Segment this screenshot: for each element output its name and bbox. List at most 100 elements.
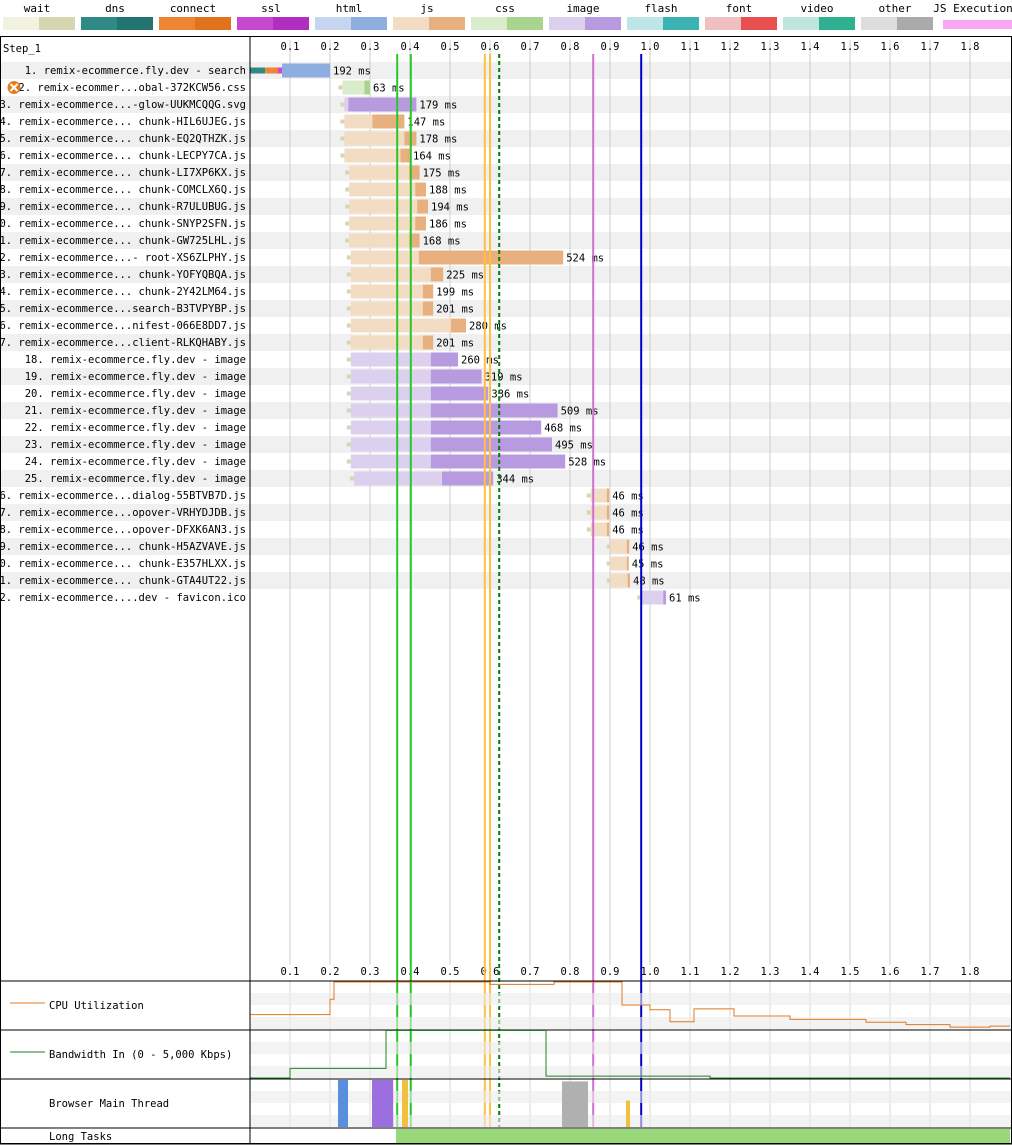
- request-label: 11. remix-ecommerce... chunk-GW725LHL.js: [0, 235, 246, 247]
- ttfb-segment: [344, 114, 373, 129]
- label-bg: [0, 317, 250, 334]
- legend-swatch-html-dark: [351, 17, 387, 30]
- download-segment: [606, 488, 610, 503]
- ttfb-segment: [350, 267, 431, 282]
- row-bg: [0, 96, 1012, 113]
- request-label: 16. remix-ecommerce...nifest-066E8DD7.js: [0, 320, 246, 332]
- download-segment: [430, 386, 489, 401]
- download-segment: [422, 301, 434, 316]
- row-bg: [0, 470, 1012, 487]
- tick-label: 1.2: [721, 966, 740, 978]
- legend-label-flash: flash: [644, 2, 677, 15]
- download-segment: [606, 522, 610, 537]
- duration-label: 509 ms: [561, 406, 599, 418]
- request-label: 27. remix-ecommerce...opover-VRHYDJDB.js: [0, 507, 246, 519]
- label-bg: [0, 419, 250, 436]
- tick-label: 0.1: [281, 966, 300, 978]
- label-bg: [0, 283, 250, 300]
- wait-segment: [346, 323, 351, 328]
- tick-label: 1.4: [801, 41, 820, 53]
- ttfb-segment: [350, 454, 431, 469]
- ttfb-segment: [590, 522, 607, 537]
- download-segment: [606, 505, 610, 520]
- request-bar: 260 ms: [346, 352, 499, 367]
- row-bg: [0, 538, 1012, 555]
- request-label: 26. remix-ecommerce...dialog-55BTVB7D.js: [0, 490, 246, 502]
- tick-label: 1.6: [881, 966, 900, 978]
- label-bg: [0, 385, 250, 402]
- panel-stripe: [250, 1115, 1012, 1127]
- ttfb-segment: [344, 97, 349, 112]
- request-label: 30. remix-ecommerce... chunk-E357HLXX.js: [0, 558, 246, 570]
- request-label: 9. remix-ecommerce... chunk-R7ULUBUG.js: [0, 201, 246, 213]
- ttfb-segment: [590, 488, 607, 503]
- bandwidth-panel-label-bg: [0, 1030, 250, 1078]
- wait-segment: [586, 493, 591, 498]
- label-bg: [0, 79, 250, 96]
- ttfb-segment: [350, 335, 423, 350]
- legend-swatch-dns-dark: [117, 17, 153, 30]
- tick-label: 1.5: [841, 41, 860, 53]
- duration-label: 164 ms: [413, 151, 451, 163]
- wait-segment: [340, 136, 345, 141]
- wait-segment: [346, 391, 351, 396]
- duration-label: 188 ms: [429, 185, 467, 197]
- label-bg: [0, 198, 250, 215]
- panel-stripe: [250, 1091, 1012, 1103]
- ttfb-segment: [350, 250, 419, 265]
- request-label: 22. remix-ecommerce.fly.dev - image: [25, 422, 246, 434]
- tick-label: 0.3: [361, 966, 380, 978]
- request-label: 21. remix-ecommerce.fly.dev - image: [25, 405, 246, 417]
- tick-label: 0.1: [281, 41, 300, 53]
- download-segment: [627, 573, 630, 588]
- request-bar: 528 ms: [346, 454, 606, 469]
- duration-label: 336 ms: [491, 389, 529, 401]
- request-bar: 46 ms: [586, 522, 644, 537]
- duration-label: 344 ms: [496, 474, 534, 486]
- row-bg: [0, 266, 1012, 283]
- duration-label: 495 ms: [555, 440, 593, 452]
- legend-label-connect: connect: [170, 2, 216, 15]
- duration-label: 528 ms: [568, 457, 606, 469]
- request-label: 18. remix-ecommerce.fly.dev - image: [25, 354, 246, 366]
- request-label: 1. remix-ecommerce.fly.dev - search: [25, 65, 246, 77]
- request-bar: 45 ms: [606, 556, 664, 571]
- tick-label: 0.2: [321, 966, 340, 978]
- tick-label: 1.0: [641, 41, 660, 53]
- ttfb-segment: [349, 182, 416, 197]
- duration-label: 45 ms: [632, 559, 664, 571]
- label-bg: [0, 164, 250, 181]
- tick-label: 1.2: [721, 41, 740, 53]
- request-bar: 192 ms: [246, 63, 371, 78]
- bandwidth-series-line: [250, 1029, 1010, 1079]
- ttfb-segment: [350, 369, 431, 384]
- legend-swatch-other-light: [861, 17, 897, 30]
- long-tasks-panel-label-bg: [0, 1128, 250, 1144]
- ttfb-segment: [350, 437, 431, 452]
- ttfb-segment: [349, 199, 418, 214]
- label-bg: [0, 402, 250, 419]
- dns-segment: [250, 67, 266, 74]
- duration-label: 319 ms: [485, 372, 523, 384]
- tick-label: 0.9: [601, 966, 620, 978]
- duration-label: 46 ms: [612, 491, 644, 503]
- tick-label: 1.7: [921, 966, 940, 978]
- tick-labels-bottom: 0.10.20.30.40.50.60.70.80.91.01.11.21.31…: [281, 966, 980, 978]
- request-label: 17. remix-ecommerce...client-RLKQHABY.js: [0, 337, 246, 349]
- wait-segment: [346, 408, 351, 413]
- wait-segment: [346, 289, 351, 294]
- download-segment: [364, 80, 370, 95]
- panel-stripe: [250, 1017, 1012, 1029]
- download-segment: [430, 352, 458, 367]
- request-label: 5. remix-ecommerce... chunk-EQ2QTHZK.js: [0, 133, 246, 145]
- legend-swatch-css-light: [471, 17, 507, 30]
- request-label: 3. remix-ecommerce...-glow-UUKMCQQG.svg: [0, 99, 246, 111]
- request-label: 20. remix-ecommerce.fly.dev - image: [25, 388, 246, 400]
- request-bar: 194 ms: [345, 199, 469, 214]
- ttfb-segment: [350, 386, 431, 401]
- request-bar: 468 ms: [346, 420, 582, 435]
- tick-label: 0.5: [441, 41, 460, 53]
- tick-labels-top: 0.1 0.2 0.3 0.4 0.5 0.6 0.7 0.8 0.9 1.0 1.1 1.2 1.3 1…: [281, 41, 980, 53]
- download-segment: [348, 97, 417, 112]
- duration-label: 194 ms: [431, 202, 469, 214]
